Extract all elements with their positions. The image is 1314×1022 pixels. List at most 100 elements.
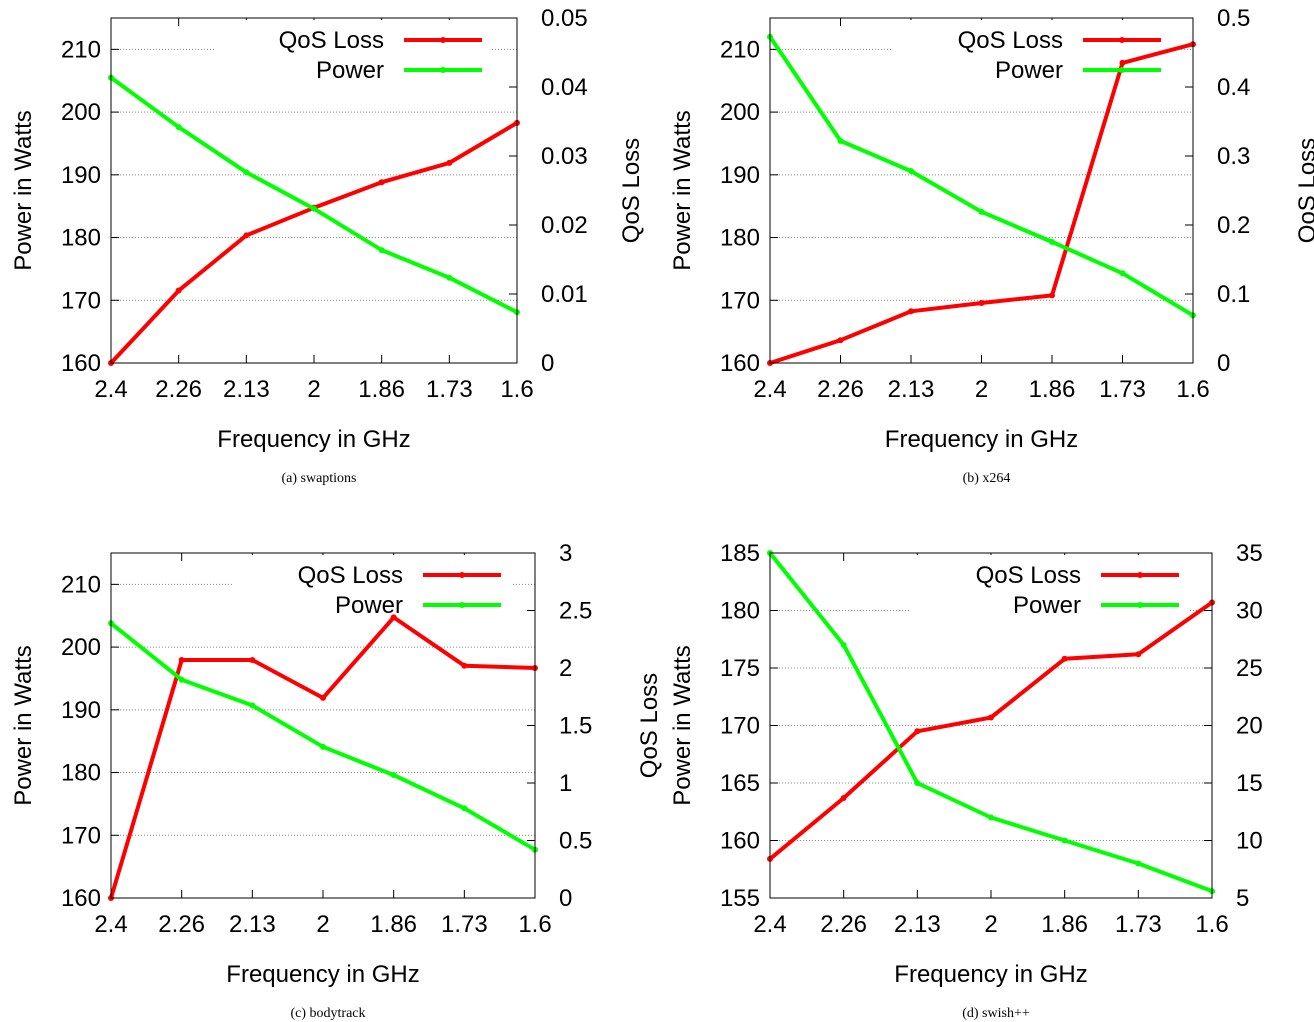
data-point	[1135, 860, 1142, 867]
legend-marker	[440, 37, 446, 43]
data-point	[978, 208, 985, 215]
x-tick-label: 2	[975, 376, 988, 403]
y-tick-label: 170	[61, 822, 101, 849]
x-tick-label: 1.73	[1115, 911, 1162, 938]
y-axis-title: Power in Watts	[669, 645, 696, 806]
data-point	[1061, 837, 1068, 844]
data-point	[914, 780, 921, 786]
data-point	[988, 814, 994, 821]
x-tick-label: 2.26	[158, 911, 205, 938]
x-tick-label: 1.86	[1029, 376, 1076, 403]
data-point	[446, 274, 453, 281]
data-point	[978, 299, 985, 306]
data-point	[178, 656, 185, 663]
y2-tick-label: 20	[1236, 713, 1263, 740]
legend-label: QoS Loss	[279, 27, 384, 54]
legend-marker	[1119, 67, 1125, 73]
x-tick-label: 1.6	[518, 911, 551, 938]
x-tick-label: 1.86	[1041, 911, 1088, 938]
plot-frame	[769, 17, 1194, 364]
y-tick-label: 185	[720, 540, 760, 567]
panel-caption: (d) swish++	[962, 1006, 1030, 1021]
data-point	[446, 159, 453, 166]
data-point	[249, 656, 256, 663]
y-axis-title: Power in Watts	[10, 645, 37, 806]
data-point	[178, 676, 185, 683]
legend-box	[233, 555, 511, 621]
y-tick-label: 160	[61, 885, 101, 912]
chart-panel-4: 155 160 165 170 175 180 185 5 10 15 20 25 30 35 2.4 2.2…	[669, 540, 1314, 1021]
x-tick-label: 1.6	[1195, 911, 1228, 938]
y-tick-label: 170	[720, 713, 760, 740]
y-tick-label: 200	[61, 99, 101, 126]
y2-axis-title: QoS Loss	[618, 138, 645, 243]
legend-box	[214, 20, 492, 86]
data-point	[243, 169, 250, 176]
series-line-qos-loss	[109, 615, 536, 899]
data-point	[1061, 655, 1068, 662]
x-tick-label: 1.73	[426, 376, 473, 403]
x-tick-label: 2.4	[94, 911, 127, 938]
y-tick-label: 175	[720, 655, 760, 682]
y2-tick-label: 30	[1236, 598, 1263, 625]
data-point	[390, 772, 397, 779]
plot-frame	[110, 17, 518, 364]
legend-marker	[459, 572, 465, 578]
legend-box	[893, 20, 1171, 86]
plot-frame	[769, 552, 1213, 899]
y-tick-label: 180	[720, 598, 760, 625]
x-tick-label: 2.13	[223, 376, 270, 403]
legend-label: Power	[316, 57, 384, 84]
y-tick-label: 190	[61, 162, 101, 189]
y2-tick-label: 0	[559, 885, 572, 912]
x-tick-label: 1.73	[441, 911, 488, 938]
data-point	[1119, 270, 1126, 277]
y2-tick-label: 0	[1217, 350, 1230, 377]
y2-tick-label: 5	[1236, 885, 1249, 912]
y2-tick-label: 3	[559, 540, 572, 567]
data-point	[461, 662, 468, 669]
x-axis-title: Frequency in GHz	[894, 961, 1087, 988]
y2-axis-title: QoS Loss	[1294, 138, 1314, 243]
y-tick-label: 160	[720, 828, 760, 855]
data-point	[837, 337, 844, 344]
x-tick-label: 2.4	[753, 376, 786, 403]
x-axis-title: Frequency in GHz	[226, 961, 419, 988]
y2-tick-label: 0.2	[1217, 212, 1250, 239]
plot-frame	[110, 552, 536, 899]
legend-box	[911, 555, 1189, 621]
y-tick-label: 180	[61, 225, 101, 252]
legend-marker	[1137, 572, 1143, 578]
x-tick-label: 2	[984, 911, 997, 938]
legend-label: Power	[1013, 592, 1081, 619]
x-tick-label: 2	[316, 911, 329, 938]
y-tick-label: 160	[720, 350, 760, 377]
y2-tick-label: 0.04	[541, 74, 588, 101]
y2-tick-label: 0.05	[541, 5, 588, 32]
x-tick-label: 1.73	[1099, 376, 1146, 403]
series-line-power	[109, 75, 518, 314]
x-axis-title: Frequency in GHz	[885, 426, 1078, 453]
y-tick-label: 200	[61, 634, 101, 661]
chart-panel-2: 160 170 180 190 200 210 0 0.1 0.2 0.3 0.4 0.5 2.4 2.2…	[669, 5, 1314, 486]
data-point	[378, 179, 385, 186]
panel-caption: (b) x264	[963, 471, 1011, 486]
y-tick-label: 200	[720, 99, 760, 126]
y2-axis-title: QoS Loss	[636, 673, 663, 778]
chart-panel-3: 160 170 180 190 200 210 0 0.5 1 1.5 2 2.5 3 2.4 2.26 2.…	[10, 540, 663, 1021]
y2-tick-label: 1	[559, 770, 572, 797]
legend-label: Power	[995, 57, 1063, 84]
data-point	[914, 728, 921, 735]
legend-label: QoS Loss	[298, 562, 403, 589]
data-point	[311, 205, 317, 212]
x-tick-label: 2.4	[94, 376, 127, 403]
data-point	[988, 714, 994, 721]
y2-tick-label: 10	[1236, 828, 1263, 855]
y-tick-label: 160	[61, 350, 101, 377]
y2-tick-label: 0.4	[1217, 74, 1250, 101]
y2-tick-label: 15	[1236, 770, 1263, 797]
series-line-power	[109, 621, 537, 852]
y2-tick-label: 1.5	[559, 713, 592, 740]
y2-tick-label: 2	[559, 655, 572, 682]
